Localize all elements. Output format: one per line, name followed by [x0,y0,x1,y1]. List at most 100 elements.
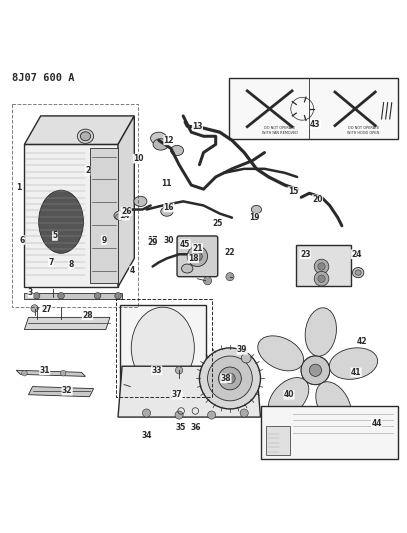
Polygon shape [316,382,351,427]
Text: 26: 26 [121,207,131,216]
Text: 1: 1 [16,183,21,192]
Text: 40: 40 [284,390,294,399]
Text: 8J07 600 A: 8J07 600 A [12,73,75,83]
Text: 39: 39 [237,345,247,354]
Ellipse shape [153,139,168,150]
FancyBboxPatch shape [229,78,398,139]
Text: 11: 11 [162,179,172,188]
Circle shape [175,367,183,374]
Text: 31: 31 [39,366,50,375]
Text: DO NOT OPERATE
WITH HOOD OPEN: DO NOT OPERATE WITH HOOD OPEN [347,126,379,135]
Text: 6: 6 [20,236,25,245]
Text: 20: 20 [312,195,323,204]
Circle shape [314,271,329,286]
Ellipse shape [161,207,173,216]
Text: 44: 44 [371,419,382,427]
Ellipse shape [182,264,193,273]
Text: 2: 2 [85,166,90,175]
Text: 42: 42 [357,337,368,346]
Polygon shape [28,386,94,397]
Text: 35: 35 [176,423,186,432]
Polygon shape [24,317,110,329]
Circle shape [60,370,66,376]
Text: DO NOT OPERATE
WITH FAN REMOVED: DO NOT OPERATE WITH FAN REMOVED [262,126,298,135]
Circle shape [225,373,235,384]
Polygon shape [120,305,206,393]
Text: 15: 15 [288,187,298,196]
Text: 28: 28 [82,311,93,320]
Text: 25: 25 [212,219,223,228]
Ellipse shape [151,132,167,144]
Text: 7: 7 [48,258,54,267]
Circle shape [301,356,330,384]
Text: 3: 3 [28,288,33,297]
Ellipse shape [114,211,126,220]
Text: 13: 13 [192,122,203,131]
Circle shape [314,259,329,274]
Text: 41: 41 [351,368,361,377]
Text: 21: 21 [192,244,203,253]
Ellipse shape [251,205,261,214]
Polygon shape [16,370,85,376]
Circle shape [94,293,101,299]
Ellipse shape [80,132,90,141]
Circle shape [175,411,183,419]
Text: 8: 8 [68,260,74,269]
Ellipse shape [352,268,364,278]
Circle shape [31,305,38,312]
Text: 45: 45 [180,240,190,248]
FancyBboxPatch shape [261,406,398,459]
Text: 16: 16 [164,203,174,212]
Circle shape [187,246,208,266]
Circle shape [58,293,64,299]
Ellipse shape [116,214,123,220]
Circle shape [22,370,27,376]
Polygon shape [24,144,118,287]
Circle shape [241,353,251,363]
Text: 12: 12 [164,136,174,145]
Text: 22: 22 [225,248,235,257]
Circle shape [34,319,39,324]
Text: 24: 24 [351,250,361,259]
Circle shape [309,364,322,376]
Text: 38: 38 [221,374,231,383]
Ellipse shape [131,307,195,389]
Polygon shape [305,308,337,356]
Text: 14: 14 [119,211,129,220]
Polygon shape [268,377,309,418]
Circle shape [318,275,325,282]
Text: 17: 17 [147,236,158,245]
Text: 27: 27 [42,305,52,314]
Polygon shape [118,366,260,417]
Polygon shape [90,149,118,283]
Text: 43: 43 [310,119,321,128]
Text: 29: 29 [147,238,158,247]
Polygon shape [118,116,134,287]
Polygon shape [258,336,304,371]
Ellipse shape [317,261,326,268]
Text: 4: 4 [130,266,135,275]
Text: 19: 19 [249,213,260,222]
Polygon shape [24,116,134,144]
FancyBboxPatch shape [296,245,351,286]
Text: 32: 32 [62,386,72,395]
Text: 33: 33 [151,366,162,375]
FancyBboxPatch shape [266,426,290,455]
Ellipse shape [355,270,361,275]
Circle shape [193,252,202,261]
Circle shape [142,409,151,417]
Text: 5: 5 [53,231,57,240]
Circle shape [58,319,64,324]
Circle shape [219,367,241,390]
Text: 18: 18 [188,254,199,263]
Circle shape [240,409,248,417]
Polygon shape [24,293,122,299]
Circle shape [226,272,234,281]
Circle shape [33,293,40,299]
Text: 36: 36 [190,423,201,432]
Ellipse shape [171,146,184,156]
Text: 9: 9 [101,236,106,245]
Text: 30: 30 [164,236,174,245]
Circle shape [208,411,216,419]
Circle shape [318,263,325,270]
